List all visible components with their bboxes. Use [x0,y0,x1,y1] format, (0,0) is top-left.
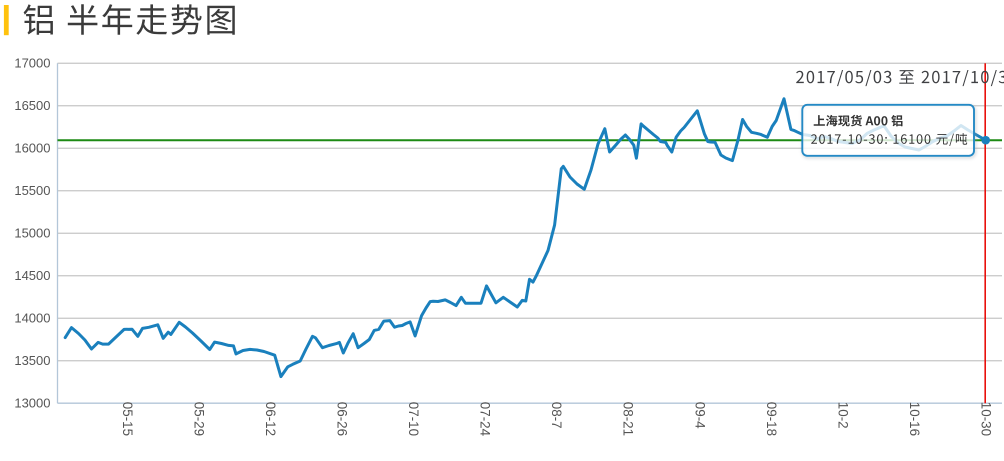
svg-text:05-15: 05-15 [120,402,135,436]
svg-text:06-26: 06-26 [335,402,350,436]
svg-text:16000: 16000 [14,141,50,156]
svg-text:10-16: 10-16 [907,402,922,436]
svg-text:13000: 13000 [14,396,50,411]
svg-text:15500: 15500 [14,183,50,198]
svg-text:14000: 14000 [14,311,50,326]
svg-text:07-10: 07-10 [406,402,421,436]
svg-text:07-24: 07-24 [478,402,493,437]
svg-text:16500: 16500 [14,98,50,113]
svg-text:10-30: 10-30 [979,402,994,436]
svg-text:06-12: 06-12 [263,402,278,436]
svg-text:10-2: 10-2 [835,402,850,429]
svg-text:05-29: 05-29 [192,402,207,436]
svg-text:08-7: 08-7 [549,402,564,429]
svg-text:13500: 13500 [14,353,50,368]
svg-text:08-21: 08-21 [621,402,636,436]
svg-text:15000: 15000 [14,226,50,241]
svg-text:09-18: 09-18 [764,402,779,436]
svg-text:09-4: 09-4 [692,402,707,429]
svg-text:17000: 17000 [14,56,50,71]
svg-text:14500: 14500 [14,268,50,283]
